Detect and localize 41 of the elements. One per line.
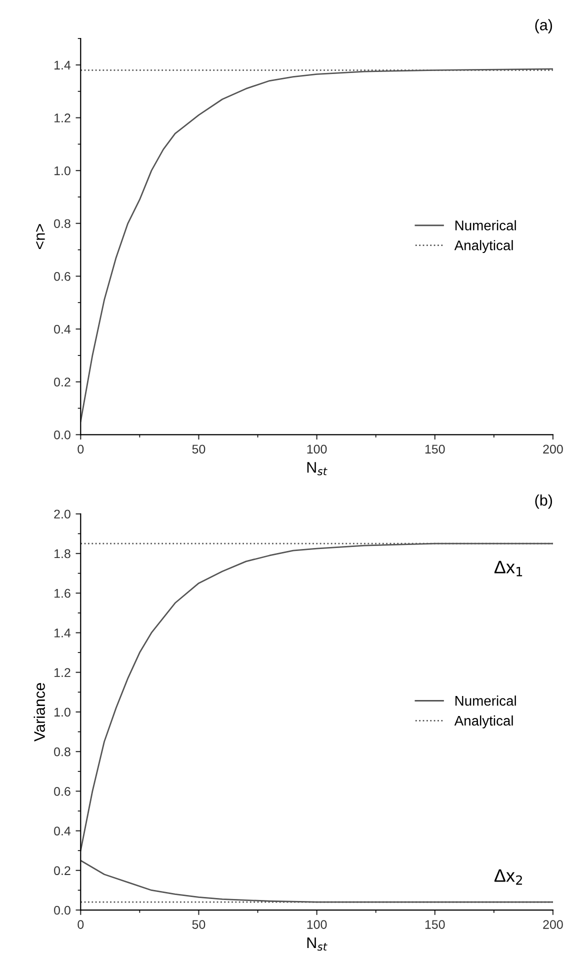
x-tick-label: 50 [192,920,206,929]
legend-label: Analytical [454,715,513,728]
x-tick-label: 100 [307,444,327,454]
y-tick-label: 1.2 [54,668,70,677]
y-tick-label: 0.4 [54,826,71,836]
y-tick-label: 1.4 [54,60,71,70]
y-axis-title: Variance [34,683,45,742]
y-tick-label: 1.0 [54,708,70,717]
y-tick-label: 0.0 [54,430,70,440]
legend-label: Numerical [455,696,516,706]
y-tick-label: 0.8 [54,747,70,756]
y-tick-label: 0.2 [54,378,70,386]
y-tick-label: 0.6 [54,786,70,796]
annotation: Δx$_{1}$ [494,560,522,576]
x-tick-label: 0 [78,920,84,929]
x-axis-title: N$_{st}$ [307,462,328,476]
y-tick-label: 0.6 [54,272,70,281]
x-tick-label: 150 [425,920,445,929]
y-tick-label: 2.0 [54,510,70,519]
x-tick-label: 200 [543,444,563,454]
x-tick-label: 200 [543,920,563,929]
y-tick-label: 0.2 [54,866,70,876]
x-tick-label: 150 [425,444,445,454]
chart-title: (b) [535,494,552,509]
y-tick-label: 1.4 [54,628,71,638]
annotation: Δx$_{2}$ [494,869,522,885]
y-tick-label: 0.4 [54,324,71,334]
x-tick-label: 50 [192,444,206,454]
y-tick-label: 0.0 [54,906,70,915]
x-tick-label: 100 [307,920,327,929]
chart-title: (a) [535,19,552,34]
legend-label: Numerical [455,220,516,230]
y-axis-title: <n> [36,224,45,250]
y-tick-label: 1.8 [54,549,70,558]
y-tick-label: 1.6 [54,588,70,598]
y-tick-label: 1.2 [54,114,70,122]
legend-label: Analytical [454,240,513,254]
x-tick-label: 0 [78,444,84,454]
y-tick-label: 0.8 [54,219,70,228]
x-axis-title: N$_{st}$ [307,937,328,951]
y-tick-label: 1.0 [54,166,70,176]
